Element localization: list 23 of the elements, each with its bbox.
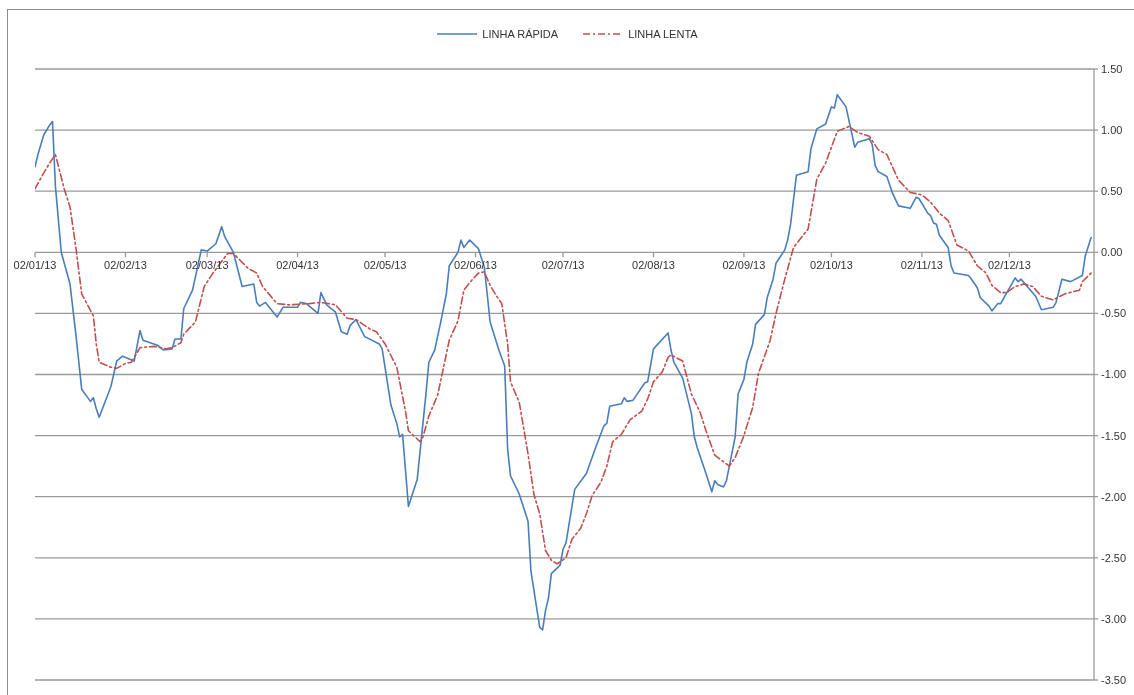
x-tick-label: 02/07/13 <box>541 259 585 272</box>
y-tick-label: 0.00 <box>1101 246 1123 259</box>
y-tick-label: -3.50 <box>1101 673 1127 686</box>
x-tick-label: 02/12/13 <box>987 259 1031 272</box>
legend-label: LINHA RÁPIDA <box>482 28 559 40</box>
y-tick-label: -0.50 <box>1101 307 1127 320</box>
y-tick-label: -1.00 <box>1101 368 1127 381</box>
y-tick-label: -2.00 <box>1101 490 1127 503</box>
y-tick-label: -1.50 <box>1101 429 1127 442</box>
y-tick-label: -3.00 <box>1101 612 1127 625</box>
x-tick-label: 02/02/13 <box>104 259 147 272</box>
x-tick-label: 02/11/13 <box>900 259 943 272</box>
y-tick-label: 0.50 <box>1101 185 1123 198</box>
y-tick-label: -2.50 <box>1101 551 1127 564</box>
x-tick-label: 02/05/13 <box>363 259 407 272</box>
y-tick-label: 1.00 <box>1101 124 1123 137</box>
legend-label: LINHA LENTA <box>628 28 698 40</box>
x-tick-label: 02/08/13 <box>632 259 675 272</box>
x-tick-label: 02/10/13 <box>810 259 853 272</box>
x-tick-label: 02/01/13 <box>13 259 57 272</box>
x-tick-label: 02/09/13 <box>722 259 766 272</box>
y-tick-label: 1.50 <box>1101 62 1123 75</box>
x-tick-label: 02/04/13 <box>276 259 319 272</box>
